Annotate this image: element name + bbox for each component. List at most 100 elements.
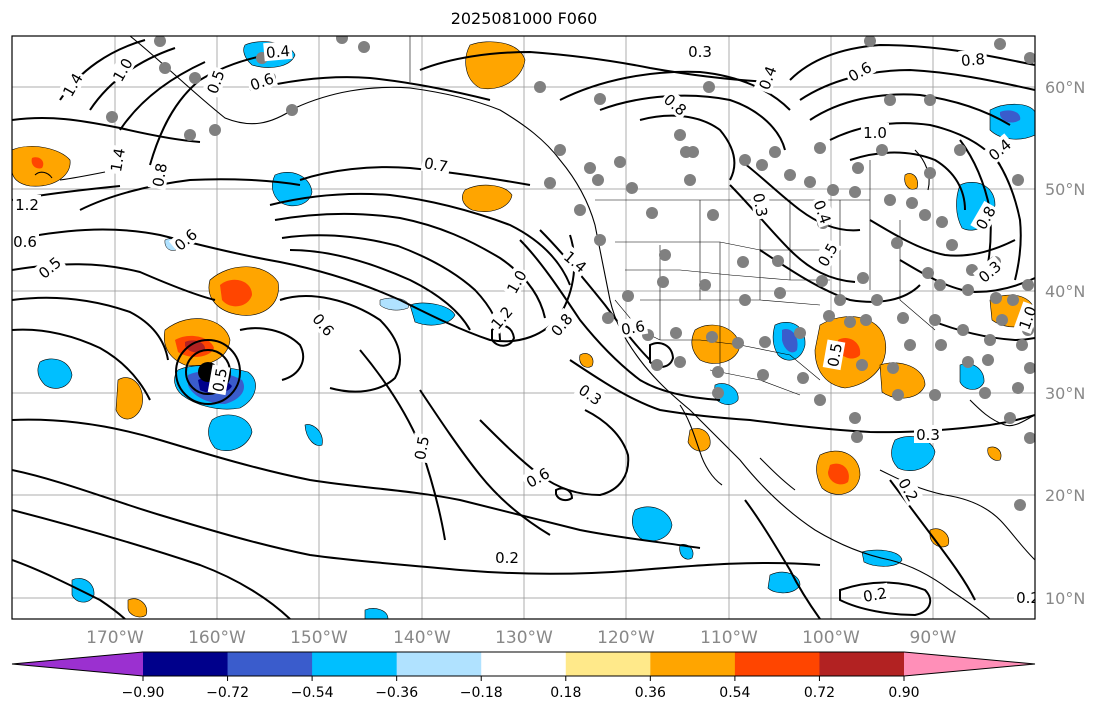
contour-label: 1.4 [105,144,129,176]
contour-label: 1.2 [485,300,518,334]
svg-text:1.2: 1.2 [15,196,39,214]
svg-text:0.3: 0.3 [916,426,940,444]
colorbar-segment [565,652,651,676]
lon-label-140w: 140°W [393,628,451,648]
colorbar-tick-label: 0.54 [719,685,750,701]
contour-label: 0.4 [263,40,293,62]
lon-label-120w: 120°W [597,628,655,648]
contour-label: 0.6 [168,223,202,256]
station-dots [106,36,1035,511]
lat-label-10: 10°N [1045,589,1085,608]
colorbar-tick-label: −0.18 [460,685,503,701]
colorbar-segments [12,652,1035,676]
svg-text:0.7: 0.7 [423,154,450,176]
lon-label-90w: 90°W [910,628,957,648]
svg-text:1.0: 1.0 [863,124,887,142]
lon-label-130w: 130°W [495,628,553,648]
colorbar-segment [396,652,482,676]
colorbar-tick-label: 0.18 [550,685,581,701]
colorbar-segment [650,652,736,676]
svg-text:0.2: 0.2 [1016,589,1040,607]
colorbar-segment [227,652,313,676]
colorbar-tick-label: −0.36 [375,685,418,701]
contour-label: 0.6 [245,67,278,95]
contour-label: 0.3 [686,42,714,61]
contour-label: 1.0 [1013,301,1040,334]
svg-text:0.8: 0.8 [547,310,576,340]
contour-label: 0.5 [812,237,842,272]
contour-label: 0.6 [617,315,649,339]
colorbar-tick-label: 0.36 [635,685,666,701]
svg-text:0.2: 0.2 [495,549,519,567]
svg-text:0.3: 0.3 [575,381,605,409]
lon-label-100w: 100°W [802,628,860,648]
colorbar: −0.90 −0.72 −0.54 −0.36 −0.18 0.18 0.36 0.54 0.7… [11,651,1036,701]
colorbar-extend-low [12,652,143,676]
contour-label: 0.8 [545,307,578,341]
contour-label: 0.2 [493,548,521,567]
svg-text:1.2: 1.2 [487,303,516,333]
lon-label-160w: 160°W [188,628,246,648]
contour-label: 0.8 [958,48,988,70]
contour-label: 1.2 [13,195,41,214]
svg-text:0.5: 0.5 [411,435,433,462]
svg-text:1.4: 1.4 [107,147,129,174]
contour-label: 0.5 [201,65,229,98]
contour-label: 0.3 [914,425,942,444]
light-negative-shading [164,238,409,311]
colorbar-segment [734,652,820,676]
svg-text:0.4: 0.4 [265,42,290,62]
contour-label: 0.4 [753,61,781,94]
svg-text:0.6: 0.6 [13,233,37,251]
colorbar-segment [143,652,229,676]
lat-label-60: 60°N [1045,78,1085,97]
svg-text:0.8: 0.8 [149,162,171,189]
colorbar-segment [312,652,398,676]
strong-positive-core [185,340,206,353]
contour-label: 0.3 [972,255,1006,288]
svg-text:0.4: 0.4 [985,135,1015,164]
lon-label-150w: 150°W [290,628,348,648]
longitude-axis: 170°W 160°W 150°W 140°W 130°W 120°W 110°… [86,628,957,648]
contour-label: 0.2 [1014,588,1040,607]
lat-label-30: 30°N [1045,384,1085,403]
svg-text:0.5: 0.5 [209,367,231,394]
svg-text:0.8: 0.8 [960,50,985,70]
contour-label: 0.6 [842,56,877,86]
contour-label: 0.5 [207,364,231,396]
colorbar-ticks: −0.90 −0.72 −0.54 −0.36 −0.18 0.18 0.36 0.54 0.7… [122,676,920,701]
colorbar-tick-label: −0.54 [291,685,334,701]
lat-label-40: 40°N [1045,282,1085,301]
contour-label: 1.0 [107,52,137,87]
latitude-axis: 60°N 50°N 40°N 30°N 20°N 10°N [1045,78,1085,608]
contour-label: 0.6 [12,232,39,251]
lat-label-20: 20°N [1045,486,1085,505]
colorbar-tick-label: 0.90 [888,685,919,701]
contour-label: 0.8 [147,159,171,191]
contour-label: 0.6 [520,462,555,492]
lat-label-50: 50°N [1045,180,1085,199]
contour-label: 0.2 [859,582,891,606]
low-center-rings [175,339,241,405]
svg-text:0.6: 0.6 [308,310,337,340]
contour-label: 1.0 [501,264,531,299]
colorbar-segment [819,652,905,676]
contour-label: 0.2 [894,472,924,507]
map-frame [11,35,1036,620]
svg-text:0.2: 0.2 [862,584,889,606]
contour-label: 0.7 [420,152,452,176]
contour-label: 0.4 [809,195,837,228]
svg-text:0.5: 0.5 [35,253,65,282]
map-canvas: 0.4 0.3 0.8 1.4 1.0 0.5 0.6 0.6 1.0 0.8 … [12,36,1040,619]
svg-text:1.0: 1.0 [1015,304,1040,333]
svg-text:0.3: 0.3 [688,43,712,61]
contour-label-group: 0.4 0.3 0.8 1.4 1.0 0.5 0.6 0.6 1.0 0.8 … [12,40,1040,607]
svg-text:0.6: 0.6 [620,317,647,339]
contour-label: 0.5 [409,432,433,464]
lon-label-110w: 110°W [700,628,758,648]
colorbar-tick-label: −0.72 [206,685,249,701]
contour-label: 0.3 [749,189,773,221]
colorbar-tick-label: −0.90 [122,685,165,701]
contour-label: 0.6 [307,307,340,341]
